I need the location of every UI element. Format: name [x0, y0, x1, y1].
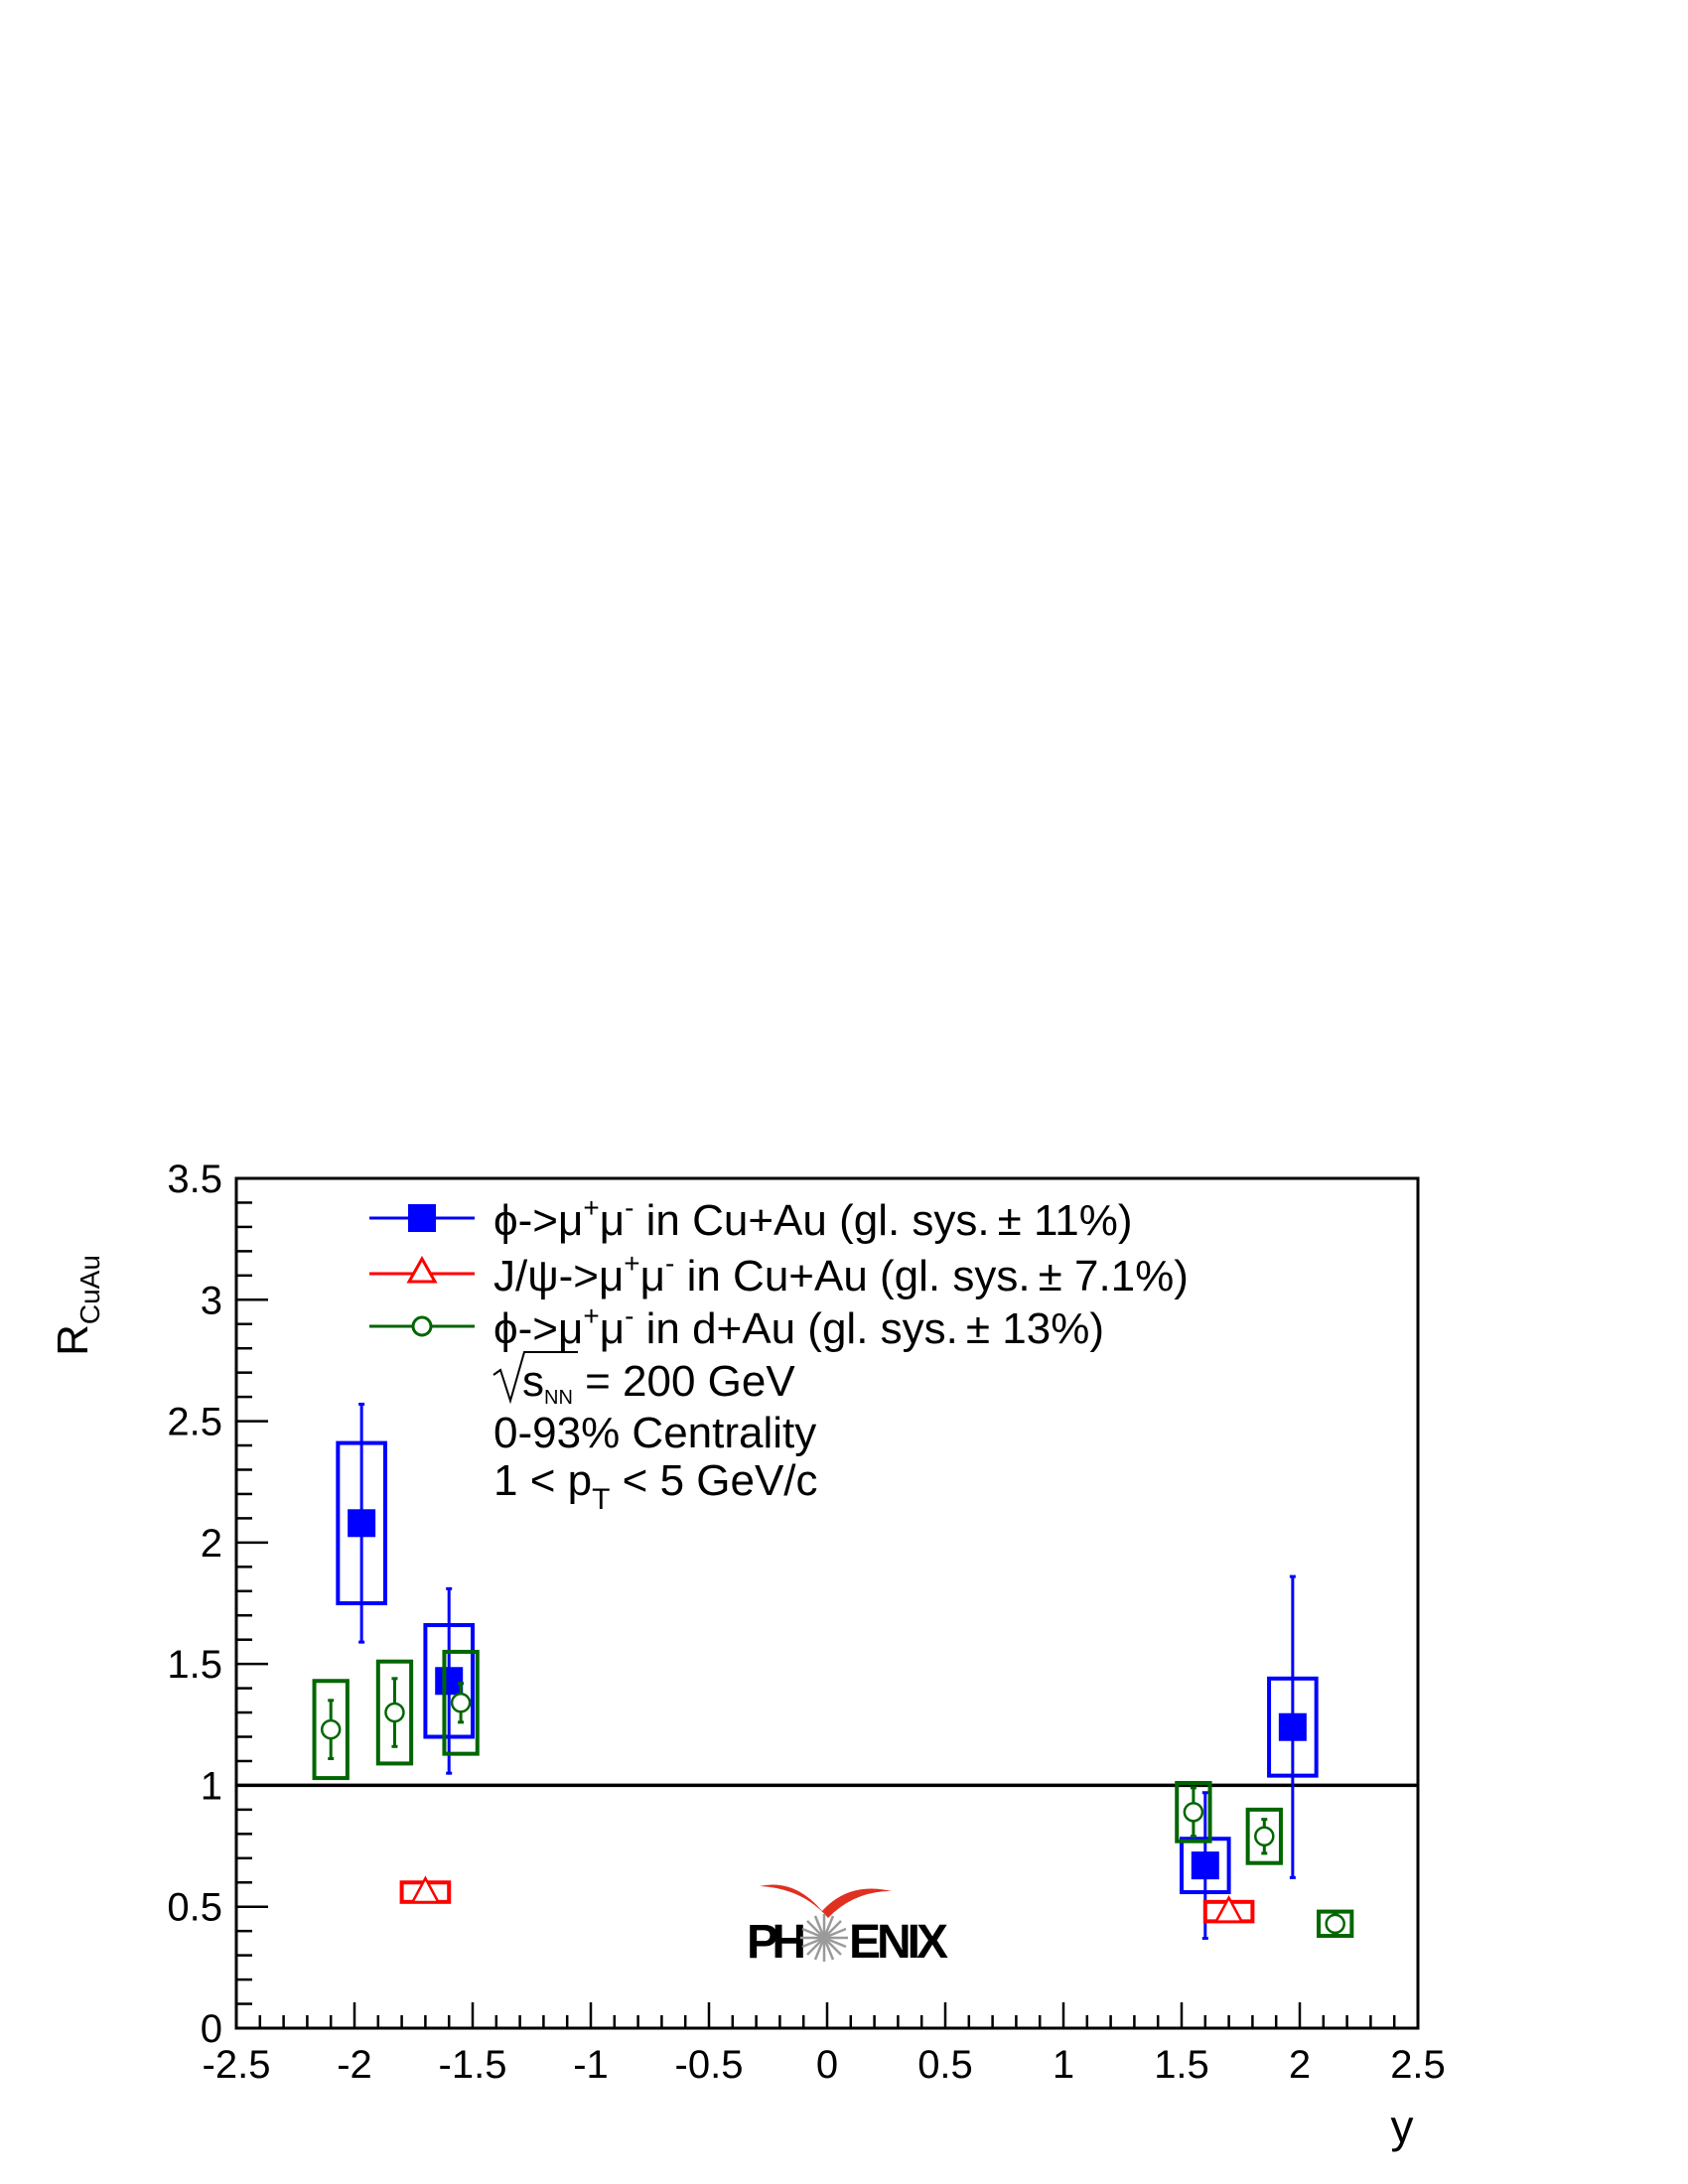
data-point — [384, 1702, 405, 1723]
series-filled-square — [336, 1402, 1319, 1941]
logo-text-left: PH — [747, 1916, 806, 1969]
series-open-circle — [312, 1649, 1354, 1939]
legend-marker-open-circle — [411, 1315, 433, 1337]
axis-tick-labels: -2.5 -2 -1.5 -1 -0.5 0 0.5 1 1.5 2 2.5 0 0.5 1 1.5 2 2.5… — [167, 1158, 1445, 2087]
x-tick-label: -2 — [337, 2043, 372, 2087]
data-point — [320, 1718, 342, 1740]
legend-label-cuau-jpsi: J/ψ->μ+μ- in Cu+Au (gl. sys. ± 7.1%) — [493, 1248, 1189, 1300]
sys-error-box — [1317, 1909, 1354, 1939]
x-tick-label: 0 — [816, 2043, 838, 2087]
legend: ϕ->μ+μ- in Cu+Au (gl. sys. ± 11%) J/ψ->μ+… — [369, 1192, 1189, 1516]
y-tick-label: 3 — [201, 1279, 222, 1322]
annotation-pt-range: 1 < pT < 5 GeV/c — [493, 1456, 818, 1516]
x-tick-label: -2.5 — [203, 2043, 271, 2087]
logo-bird-swoosh — [760, 1884, 892, 1918]
y-tick-label: 0 — [201, 2007, 222, 2051]
data-point — [450, 1693, 472, 1713]
phenix-logo: PH ENIX — [747, 1884, 948, 1969]
annotation-energy: sNN = 200 GeV — [522, 1357, 795, 1409]
data-point — [1191, 1851, 1219, 1880]
legend-marker-open-triangle — [406, 1255, 438, 1284]
x-tick-label: 2.5 — [1390, 2043, 1446, 2087]
x-tick-label: 2 — [1289, 2043, 1311, 2087]
data-point — [348, 1509, 376, 1538]
logo-star-icon — [800, 1914, 848, 1962]
x-tick-label: 1 — [1053, 2043, 1074, 2087]
data-layer — [312, 1402, 1354, 1941]
axis-ticks — [234, 1176, 1420, 2030]
y-axis-label: RCuAu — [49, 1255, 105, 1356]
series-open-triangle — [399, 1875, 1255, 1924]
y-tick-label: 3.5 — [167, 1158, 222, 1201]
data-point — [1325, 1913, 1345, 1935]
data-point — [1213, 1894, 1244, 1923]
y-tick-label: 2 — [201, 1522, 222, 1566]
y-tick-label: 1 — [201, 1764, 222, 1808]
y-tick-label: 0.5 — [167, 1886, 222, 1930]
data-point — [1278, 1712, 1307, 1741]
sqrt-sign — [492, 1351, 578, 1405]
sys-error-box — [442, 1649, 480, 1756]
x-tick-label: 1.5 — [1154, 2043, 1209, 2087]
logo-text-right: ENIX — [849, 1916, 948, 1969]
x-axis-label: y — [1391, 2101, 1414, 2152]
y-axis-label-main: R — [49, 1324, 97, 1356]
legend-marker-filled-square — [408, 1204, 436, 1232]
data-point — [1254, 1826, 1275, 1847]
sys-error-box — [1245, 1807, 1283, 1865]
x-tick-label: -1.5 — [439, 2043, 507, 2087]
data-point — [1183, 1802, 1204, 1823]
x-tick-label: -1 — [573, 2043, 609, 2087]
data-point — [410, 1875, 441, 1904]
sys-error-box — [375, 1659, 414, 1766]
x-tick-label: -0.5 — [675, 2043, 744, 2087]
annotation-centrality: 0-93% Centrality — [493, 1409, 816, 1457]
y-axis-label-sub: CuAu — [74, 1255, 105, 1324]
legend-label-cuau-phi: ϕ->μ+μ- in Cu+Au (gl. sys. ± 11%) — [493, 1192, 1133, 1245]
x-tick-label: 0.5 — [917, 2043, 973, 2087]
legend-label-dau-phi: ϕ->μ+μ- in d+Au (gl. sys. ± 13%) — [493, 1300, 1104, 1353]
y-tick-label: 1.5 — [167, 1643, 222, 1687]
svg-text:RCuAu: RCuAu — [49, 1255, 105, 1356]
sys-error-box — [1175, 1780, 1212, 1843]
y-tick-label: 2.5 — [167, 1401, 222, 1444]
data-point — [435, 1667, 464, 1696]
sys-error-box — [312, 1679, 350, 1781]
